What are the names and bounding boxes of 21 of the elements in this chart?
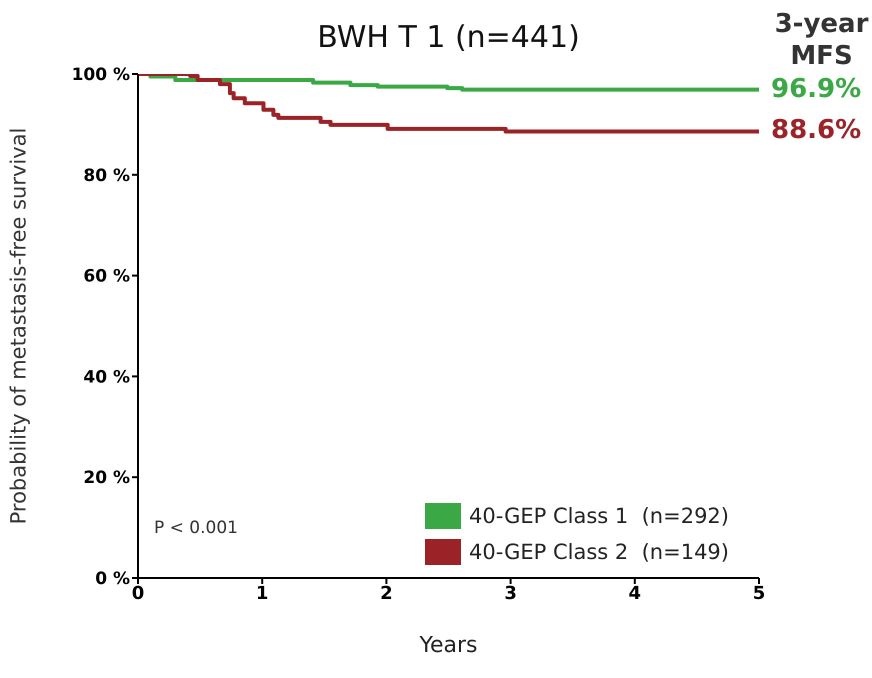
y-tick-label: 40 % [83, 367, 130, 388]
legend-label: 40-GEP Class 2 (n=149) [469, 540, 729, 564]
y-tick-label: 0 % [95, 569, 130, 590]
x-tick-label: 3 [504, 582, 517, 604]
annotation: P < 0.001 [154, 518, 238, 538]
text: 96.9% [771, 74, 862, 104]
legend-label: 40-GEP Class 1 (n=292) [469, 504, 729, 528]
x-tick-label: 5 [752, 582, 766, 604]
x-tick-label: 4 [628, 582, 642, 604]
x-tick-label: 2 [380, 582, 393, 604]
x-tick-label: 1 [256, 582, 268, 604]
y-tick-label: 60 % [83, 266, 130, 287]
chart-title: BWH T 1 (n=441) [316, 20, 581, 55]
y-axis-title: Probability of metastasis-free survival [6, 128, 30, 524]
y-tick-label: 20 % [83, 468, 130, 488]
y-tick-label: 80 % [83, 166, 130, 186]
y-tick-label: 100 % [72, 65, 130, 86]
x-axis-title: Years [418, 633, 478, 658]
text: 88.6% [771, 115, 862, 146]
x-tick-label: 0 [132, 582, 144, 604]
text: 3-year MFS [774, 8, 870, 72]
